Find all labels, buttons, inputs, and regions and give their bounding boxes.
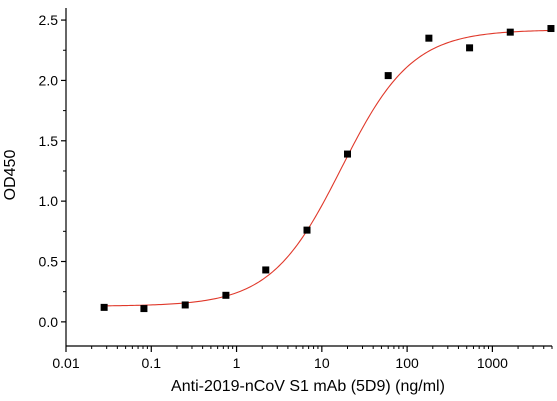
- data-points-layer: [100, 25, 555, 313]
- y-tick-label: 2.5: [39, 12, 59, 28]
- data-point: [303, 226, 311, 234]
- data-point: [506, 28, 514, 36]
- x-tick-label: 0.1: [142, 355, 162, 371]
- tick-labels: 0.0 0.5 1.0 1.5 2.0 2.5 0.01 0.1 1 10 100 1000: [39, 12, 509, 371]
- data-point: [222, 291, 230, 299]
- data-point: [547, 25, 555, 33]
- y-tick-label: 2.0: [39, 72, 59, 88]
- x-axis-title: Anti-2019-nCoV S1 mAb (5D9) (ng/ml): [171, 378, 445, 395]
- data-point: [425, 34, 433, 42]
- x-tick-label: 10: [314, 355, 330, 371]
- data-point: [466, 44, 474, 52]
- data-point: [344, 150, 352, 158]
- y-tick-label: 1.5: [39, 133, 59, 149]
- y-tick-label: 0.5: [39, 254, 59, 270]
- x-tick-label: 100: [395, 355, 419, 371]
- y-tick-label: 1.0: [39, 193, 59, 209]
- y-tick-label: 0.0: [39, 314, 59, 330]
- data-point: [262, 266, 270, 274]
- data-point: [140, 305, 148, 313]
- x-tick-label: 0.01: [52, 355, 79, 371]
- fit-curve: [104, 29, 551, 307]
- y-axis-title: OD450: [2, 150, 19, 201]
- data-point: [384, 72, 392, 80]
- x-tick-label: 1000: [477, 355, 508, 371]
- data-point: [181, 301, 189, 309]
- fit-curve-layer: [104, 29, 551, 307]
- x-tick-label: 1: [233, 355, 241, 371]
- axes: [61, 8, 553, 352]
- data-point: [100, 303, 108, 311]
